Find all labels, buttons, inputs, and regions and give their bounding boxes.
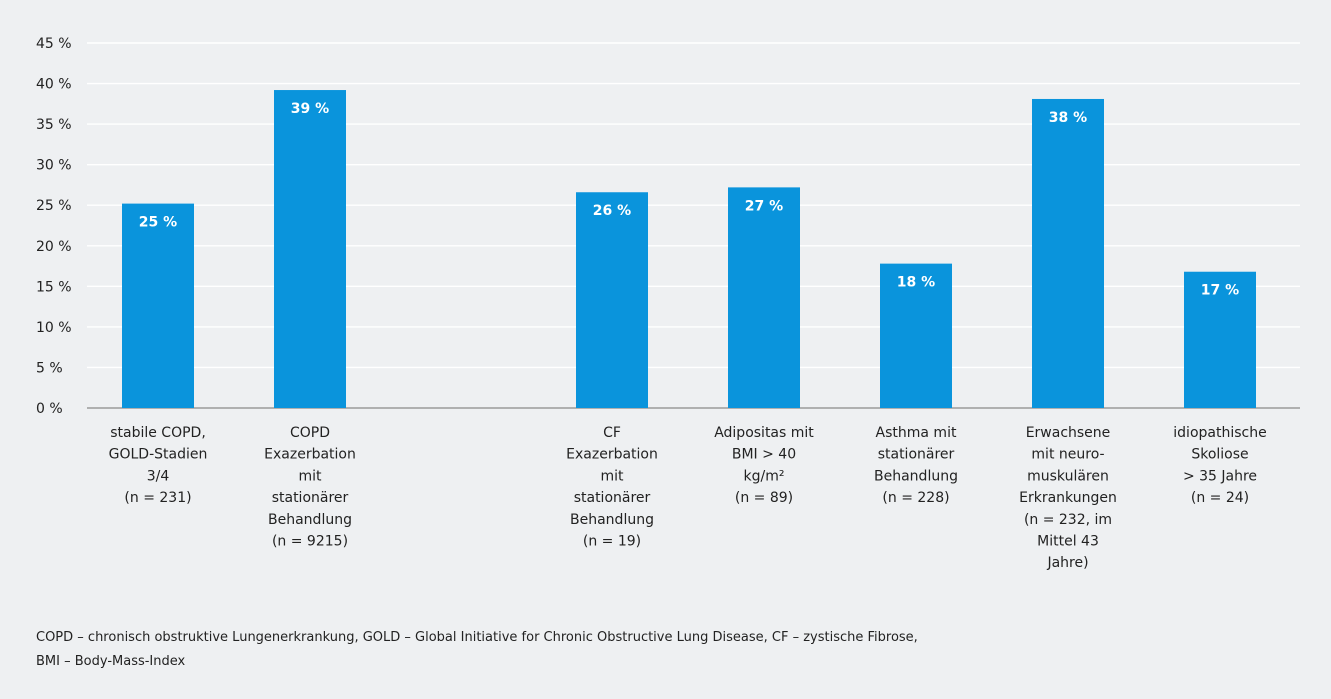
x-tick-label: stationärer	[878, 447, 955, 463]
y-tick-label: 25 %	[36, 198, 72, 214]
x-tick-label: Erkrankungen	[1019, 490, 1117, 506]
x-tick-label: Mittel 43	[1037, 534, 1099, 550]
x-tick-label: Jahre)	[1046, 555, 1088, 571]
bar	[880, 263, 952, 408]
x-tick-label: kg/m²	[744, 468, 785, 484]
x-tick-label: BMI > 40	[732, 447, 796, 463]
bar	[274, 90, 346, 409]
data-label: 25 %	[139, 215, 177, 231]
x-tick-label: mit	[600, 468, 624, 484]
x-tick-label: stationärer	[272, 490, 349, 506]
x-tick-label: (n = 232, im	[1024, 512, 1112, 528]
data-label: 27 %	[745, 198, 783, 214]
data-label: 18 %	[897, 275, 935, 291]
x-tick-label: Behandlung	[874, 468, 958, 484]
data-label: 38 %	[1049, 110, 1087, 126]
x-tick-label: Adipositas mit	[714, 425, 814, 441]
footnote-line: BMI – Body-Mass-Index	[36, 654, 186, 669]
x-tick-label: (n = 228)	[882, 490, 949, 506]
y-tick-label: 0 %	[36, 401, 63, 417]
y-tick-label: 20 %	[36, 239, 72, 255]
x-tick-label: Erwachsene	[1026, 425, 1111, 441]
bar	[1032, 98, 1104, 408]
x-tick-label: GOLD-Stadien	[109, 447, 208, 463]
y-tick-label: 30 %	[36, 158, 72, 174]
x-tick-label: mit	[298, 468, 322, 484]
x-tick-label: COPD	[290, 425, 330, 441]
bar-chart: 0 % 5 % 10 % 15 % 20 % 25 % 30 % 35 % 40 % 45 % 25…	[36, 36, 1300, 571]
y-tick-label: 15 %	[36, 279, 72, 295]
x-tick-label: (n = 231)	[124, 490, 191, 506]
x-tick-label: Behandlung	[268, 512, 352, 528]
x-tick-label: Exazerbation	[566, 447, 658, 463]
y-tick-label: 40 %	[36, 77, 72, 93]
footnote-line: COPD – chronisch obstruktive Lungenerkra…	[36, 630, 918, 645]
data-label: 39 %	[291, 101, 329, 117]
x-tick-label: Exazerbation	[264, 447, 356, 463]
data-label: 26 %	[593, 203, 631, 219]
x-tick-label: Skoliose	[1191, 447, 1248, 463]
x-tick-label: CF	[603, 425, 621, 441]
x-tick-label: (n = 9215)	[272, 534, 348, 550]
x-tick-label: > 35 Jahre	[1183, 468, 1257, 484]
y-tick-label: 35 %	[36, 117, 72, 133]
data-label: 17 %	[1201, 283, 1239, 299]
footnote: COPD – chronisch obstruktive Lungenerkra…	[36, 626, 1296, 674]
x-tick-label: stabile COPD,	[110, 425, 206, 441]
x-tick-label: 3/4	[147, 468, 170, 484]
y-tick-label: 10 %	[36, 320, 72, 336]
x-tick-label: idiopathische	[1173, 425, 1266, 441]
x-tick-label: (n = 89)	[735, 490, 793, 506]
bar	[728, 187, 800, 408]
x-tick-label: (n = 24)	[1191, 490, 1249, 506]
y-tick-label: 45 %	[36, 36, 72, 52]
x-tick-label: muskulären	[1027, 468, 1109, 484]
bar	[576, 192, 648, 408]
y-tick-label: 5 %	[36, 360, 63, 376]
x-tick-label: (n = 19)	[583, 534, 641, 550]
bar	[122, 203, 194, 408]
x-tick-label: Behandlung	[570, 512, 654, 528]
x-tick-label: Asthma mit	[876, 425, 957, 441]
x-tick-label: mit neuro-	[1031, 447, 1104, 463]
bar	[1184, 271, 1256, 408]
x-tick-label: stationärer	[574, 490, 651, 506]
